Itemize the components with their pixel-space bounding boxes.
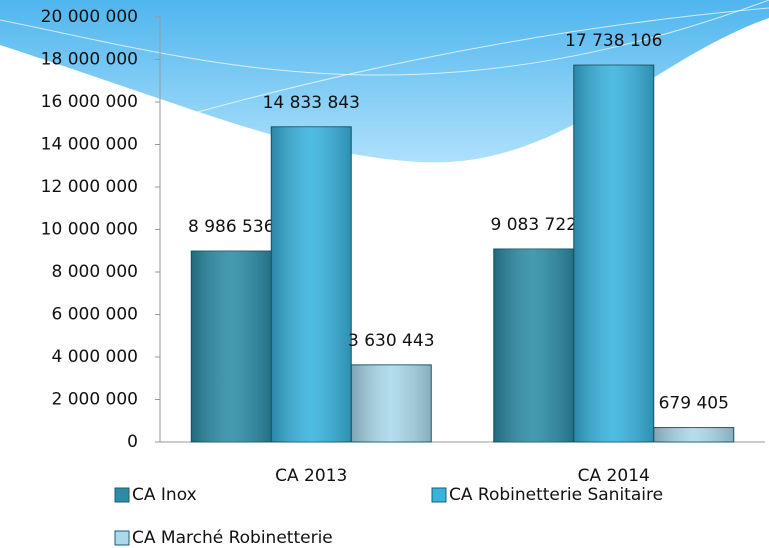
y-tick-label: 14 000 000 [41,135,138,155]
value-label: 3 630 443 [348,331,435,351]
bar-shade [191,251,272,442]
value-label: 9 083 722 [490,215,577,235]
y-tick-label: 18 000 000 [41,50,138,70]
y-tick-label: 8 000 000 [51,262,138,282]
y-tick-label: 10 000 000 [41,220,138,240]
y-tick-label: 0 [127,432,138,452]
legend-swatch [114,530,130,546]
x-tick-label: CA 2013 [275,466,347,486]
value-label: 679 405 [659,394,729,414]
legend-swatch [114,487,130,503]
bar-shade [271,126,352,443]
value-label: 14 833 843 [263,93,360,113]
bar-shade [653,427,734,442]
background-line [99,7,769,141]
legend-swatch [431,487,447,503]
legend-label: CA Marché Robinetterie [132,528,333,548]
x-tick-label: CA 2014 [578,466,650,486]
legend-label: CA Robinetterie Sanitaire [449,485,663,505]
y-tick-label: 20 000 000 [41,7,138,27]
bar-shade [573,65,654,442]
y-tick-label: 2 000 000 [51,390,138,410]
y-tick-label: 4 000 000 [51,347,138,367]
y-tick-label: 16 000 000 [41,92,138,112]
y-tick-label: 6 000 000 [51,305,138,325]
value-label: 17 738 106 [565,31,662,51]
bar-shade [493,248,574,442]
y-tick-label: 12 000 000 [41,177,138,197]
bar-shade [351,364,432,442]
legend-label: CA Inox [132,485,197,505]
background-line [0,0,769,76]
value-label: 8 986 536 [188,217,275,237]
